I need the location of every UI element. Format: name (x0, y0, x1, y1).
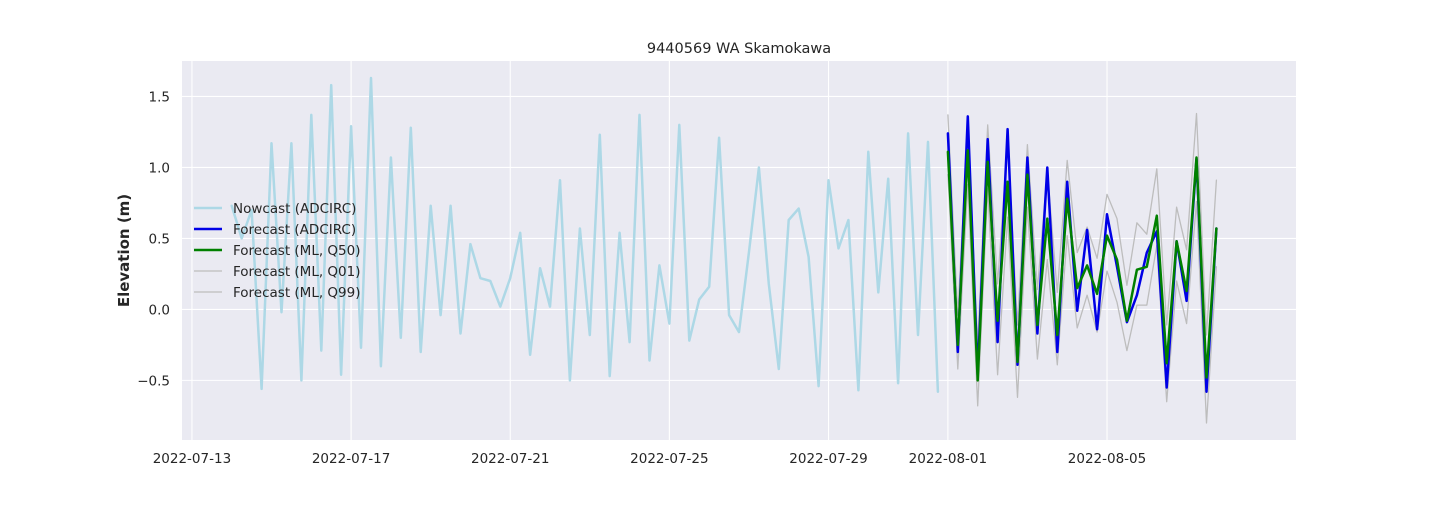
y-tick-label: −0.5 (137, 373, 170, 389)
legend-label: Forecast (ML, Q50) (233, 243, 361, 259)
x-tick-label: 2022-07-21 (471, 451, 549, 467)
y-tick-label: 1.0 (149, 160, 170, 176)
legend-label: Forecast (ML, Q01) (233, 264, 361, 280)
series-lines (230, 76, 1218, 424)
tick-labels: 2022-07-13 2022-07-17 2022-07-21 2022-07-25… (137, 89, 1146, 467)
x-tick-label: 2022-07-17 (312, 451, 390, 467)
chart-title: 9440569 WA Skamokawa (647, 41, 831, 57)
series-line-0 (230, 76, 940, 393)
legend-label: Forecast (ML, Q99) (233, 285, 361, 301)
y-axis-label: Elevation (m) (115, 194, 133, 307)
legend-label: Nowcast (ADCIRC) (233, 201, 356, 217)
x-tick-label: 2022-07-13 (153, 451, 231, 467)
x-tick-label: 2022-08-05 (1068, 451, 1146, 467)
x-tick-label: 2022-07-29 (789, 451, 867, 467)
series-line-4 (947, 112, 1218, 346)
x-tick-label: 2022-07-25 (630, 451, 708, 467)
series-line-3 (947, 173, 1218, 424)
plot-area (182, 61, 1296, 440)
x-tick-label: 2022-08-01 (909, 451, 987, 467)
series-line-2 (946, 149, 1218, 382)
y-tick-label: 0.5 (149, 231, 170, 247)
y-tick-label: 0.0 (149, 302, 170, 318)
y-tick-label: 1.5 (149, 89, 170, 105)
legend: Nowcast (ADCIRC) Forecast (ADCIRC) Forecas… (194, 201, 361, 301)
legend-label: Forecast (ADCIRC) (233, 222, 356, 238)
